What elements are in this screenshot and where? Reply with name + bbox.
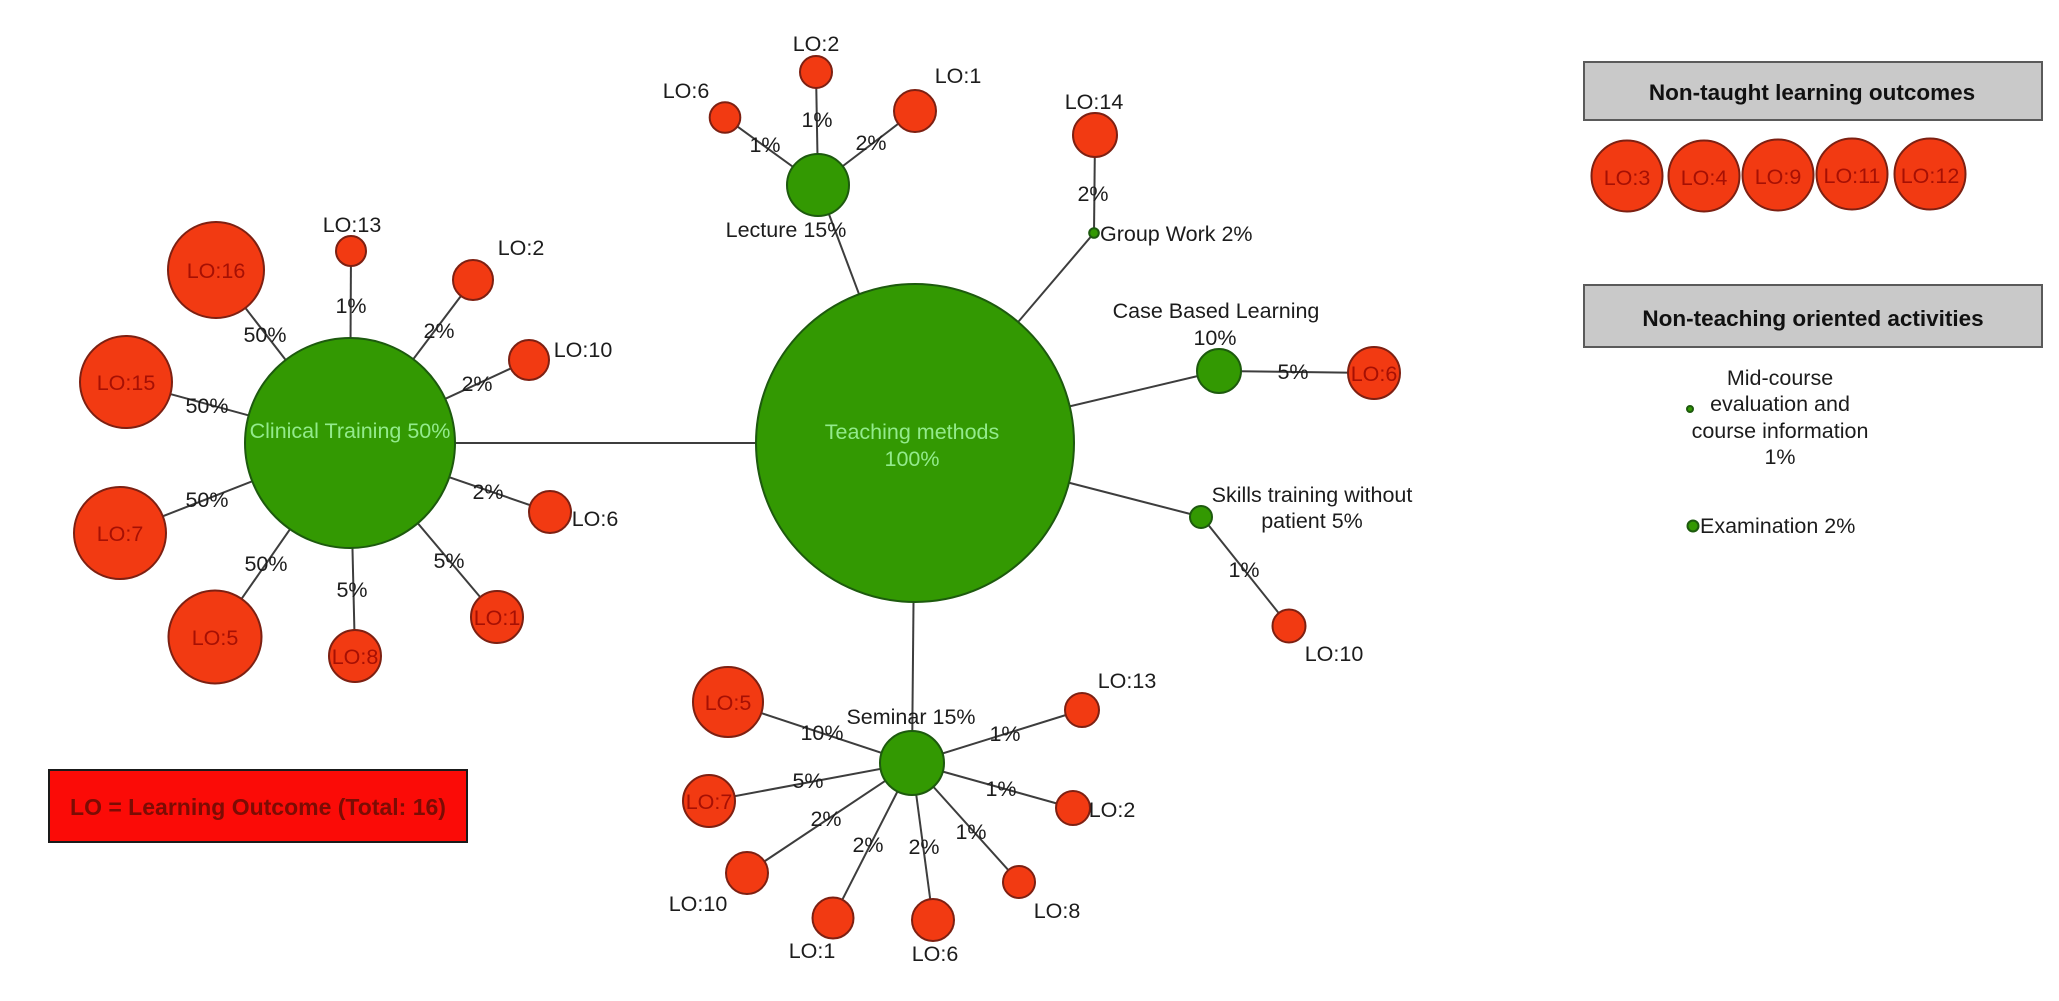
- svg-text:Examination 2%: Examination 2%: [1700, 514, 1855, 538]
- svg-text:LO:3: LO:3: [1604, 166, 1651, 190]
- svg-text:LO:11: LO:11: [1824, 164, 1881, 188]
- svg-text:100%: 100%: [885, 447, 940, 471]
- svg-text:LO:8: LO:8: [1034, 899, 1081, 923]
- svg-text:2%: 2%: [472, 480, 503, 504]
- svg-text:LO:4: LO:4: [1681, 166, 1728, 190]
- svg-text:LO:1: LO:1: [789, 939, 836, 963]
- svg-text:10%: 10%: [1193, 326, 1236, 350]
- svg-text:LO:13: LO:13: [323, 213, 382, 237]
- svg-text:LO:2: LO:2: [1089, 798, 1136, 822]
- svg-text:1%: 1%: [801, 108, 832, 132]
- svg-text:patient 5%: patient 5%: [1261, 509, 1363, 533]
- svg-text:LO:6: LO:6: [1351, 362, 1398, 386]
- svg-text:LO:7: LO:7: [686, 790, 733, 814]
- svg-text:Clinical Training 50%: Clinical Training 50%: [250, 419, 451, 443]
- svg-text:Lecture 15%: Lecture 15%: [726, 218, 847, 242]
- svg-text:50%: 50%: [243, 323, 286, 347]
- svg-text:1%: 1%: [955, 820, 986, 844]
- svg-text:1%: 1%: [1228, 558, 1259, 582]
- svg-text:1%: 1%: [985, 777, 1016, 801]
- svg-text:1%: 1%: [749, 133, 780, 157]
- svg-text:LO:13: LO:13: [1098, 669, 1157, 693]
- svg-text:Seminar 15%: Seminar 15%: [846, 705, 975, 729]
- svg-text:LO = Learning Outcome (Total:: LO = Learning Outcome (Total: 16): [70, 794, 446, 820]
- svg-text:LO:10: LO:10: [1305, 642, 1364, 666]
- svg-text:LO:2: LO:2: [793, 32, 840, 56]
- svg-text:2%: 2%: [810, 807, 841, 831]
- svg-text:LO:6: LO:6: [663, 79, 710, 103]
- svg-text:2%: 2%: [423, 319, 454, 343]
- svg-text:LO:6: LO:6: [912, 942, 959, 966]
- svg-text:1%: 1%: [989, 722, 1020, 746]
- svg-text:course information: course information: [1692, 419, 1869, 443]
- svg-text:50%: 50%: [185, 394, 228, 418]
- svg-text:LO:10: LO:10: [554, 338, 613, 362]
- svg-text:LO:16: LO:16: [187, 259, 246, 283]
- svg-text:2%: 2%: [855, 131, 886, 155]
- svg-text:LO:14: LO:14: [1065, 90, 1124, 114]
- svg-text:evaluation and: evaluation and: [1710, 392, 1850, 416]
- svg-text:LO:5: LO:5: [192, 626, 239, 650]
- svg-text:Group Work 2%: Group Work 2%: [1100, 222, 1253, 246]
- svg-text:LO:9: LO:9: [1755, 165, 1802, 189]
- svg-text:LO:8: LO:8: [332, 645, 379, 669]
- svg-text:5%: 5%: [433, 549, 464, 573]
- svg-text:LO:1: LO:1: [474, 606, 521, 630]
- svg-text:LO:6: LO:6: [572, 507, 619, 531]
- svg-text:Non-teaching oriented activiti: Non-teaching oriented activities: [1642, 306, 1983, 331]
- svg-text:50%: 50%: [244, 552, 287, 576]
- svg-text:1%: 1%: [335, 294, 366, 318]
- svg-text:Mid-course: Mid-course: [1727, 366, 1833, 390]
- svg-text:Teaching methods: Teaching methods: [825, 420, 1000, 444]
- svg-text:Case Based Learning: Case Based Learning: [1113, 299, 1320, 323]
- svg-text:10%: 10%: [800, 721, 843, 745]
- svg-text:2%: 2%: [852, 833, 883, 857]
- svg-text:LO:10: LO:10: [669, 892, 728, 916]
- svg-text:LO:1: LO:1: [935, 64, 982, 88]
- svg-text:LO:2: LO:2: [498, 236, 545, 260]
- svg-text:5%: 5%: [1277, 360, 1308, 384]
- svg-text:Skills training without: Skills training without: [1212, 483, 1413, 507]
- svg-text:Non-taught learning outcomes: Non-taught learning outcomes: [1649, 80, 1975, 105]
- svg-text:LO:12: LO:12: [1901, 164, 1960, 188]
- svg-text:LO:15: LO:15: [97, 371, 156, 395]
- svg-text:5%: 5%: [792, 769, 823, 793]
- svg-text:50%: 50%: [185, 488, 228, 512]
- svg-text:LO:5: LO:5: [705, 691, 752, 715]
- svg-text:2%: 2%: [908, 835, 939, 859]
- svg-text:LO:7: LO:7: [97, 522, 144, 546]
- svg-text:5%: 5%: [336, 578, 367, 602]
- svg-text:2%: 2%: [461, 372, 492, 396]
- svg-text:1%: 1%: [1764, 445, 1795, 469]
- svg-text:2%: 2%: [1077, 182, 1108, 206]
